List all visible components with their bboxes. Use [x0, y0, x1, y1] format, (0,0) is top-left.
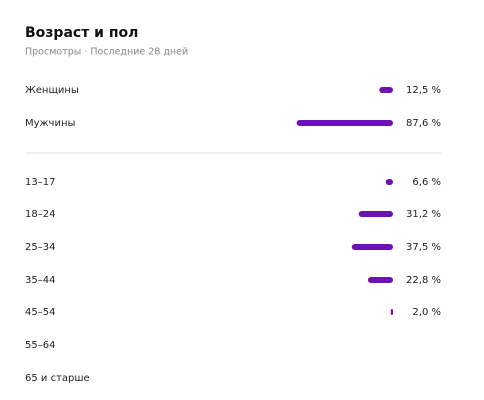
row-label: 35–44: [25, 275, 55, 286]
row-label: 25–34: [25, 242, 55, 253]
bar: [358, 211, 393, 217]
value-label: 37,5 %: [406, 242, 441, 253]
value-label: 22,8 %: [406, 275, 441, 286]
row-label: Женщины: [25, 85, 79, 96]
row-label: 55–64: [25, 340, 55, 351]
row-label: 65 и старше: [25, 373, 90, 384]
value-label: 31,2 %: [406, 209, 441, 220]
bar: [296, 120, 393, 126]
value-label: 2,0 %: [412, 307, 441, 318]
value-label: 6,6 %: [412, 177, 441, 188]
row-label: 13–17: [25, 177, 55, 188]
bar: [367, 277, 393, 283]
value-label: 87,6 %: [406, 118, 441, 129]
row-label: Мужчины: [25, 118, 75, 129]
bar: [351, 244, 393, 250]
title: Возраст и пол: [25, 25, 138, 41]
bar: [390, 309, 393, 315]
row-label: 45–54: [25, 307, 55, 318]
subtitle: Просмотры · Последние 28 дней: [25, 47, 188, 58]
bar: [385, 179, 393, 185]
value-label: 12,5 %: [406, 85, 441, 96]
bar: [379, 87, 393, 93]
row-label: 18–24: [25, 209, 55, 220]
